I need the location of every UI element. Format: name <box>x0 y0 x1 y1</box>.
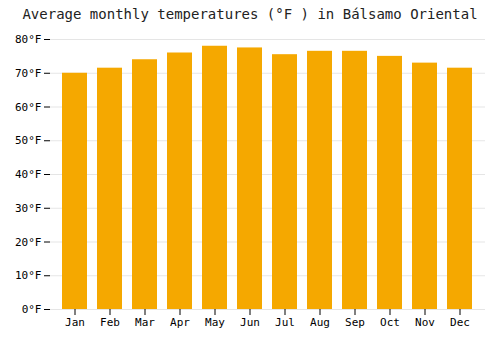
svg-text:Jul: Jul <box>275 316 295 329</box>
svg-text:80°F: 80°F <box>15 33 42 46</box>
svg-text:Jun: Jun <box>240 316 260 329</box>
svg-text:Mar: Mar <box>135 316 155 329</box>
svg-text:Oct: Oct <box>380 316 400 329</box>
svg-text:Nov: Nov <box>415 316 435 329</box>
svg-text:Feb: Feb <box>100 316 120 329</box>
svg-text:Apr: Apr <box>170 316 190 329</box>
svg-text:Jan: Jan <box>65 316 85 329</box>
html-text:Average monthly temperatures (: Average monthly temperatures (°F ) in Bá… <box>22 6 478 22</box>
svg-text:May: May <box>205 316 225 329</box>
svg-text:Dec: Dec <box>450 316 470 329</box>
svg-text:70°F: 70°F <box>15 67 42 80</box>
svg-text:0°F: 0°F <box>22 303 42 316</box>
svg-text:60°F: 60°F <box>15 101 42 114</box>
svg-text:30°F: 30°F <box>15 202 42 215</box>
svg-text:50°F: 50°F <box>15 134 42 147</box>
svg-text:10°F: 10°F <box>15 269 42 282</box>
svg-text:40°F: 40°F <box>15 168 42 181</box>
svg-text:Aug: Aug <box>310 316 330 329</box>
svg-text:20°F: 20°F <box>15 236 42 249</box>
svg-text:Sep: Sep <box>345 316 365 329</box>
